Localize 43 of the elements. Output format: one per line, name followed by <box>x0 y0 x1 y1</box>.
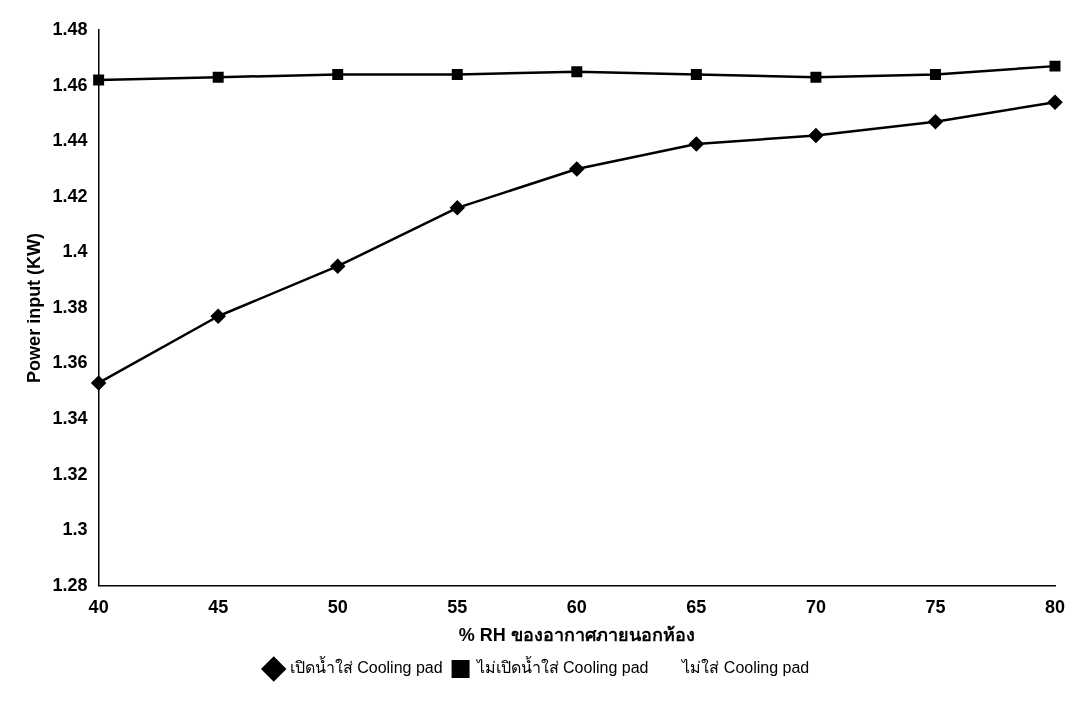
x-tick-label: 50 <box>327 596 348 617</box>
point <box>810 71 822 83</box>
x-tick-label: 70 <box>805 596 826 617</box>
y-tick-label: 1.4 <box>62 241 88 262</box>
x-tick-label: 55 <box>447 596 468 617</box>
point <box>1047 95 1063 110</box>
point <box>690 68 702 80</box>
y-tick-label: 1.38 <box>52 296 88 317</box>
legend-label: ไม่เปิดน้ำใส่ Cooling pad <box>474 656 649 677</box>
y-tick-label: 1.3 <box>62 519 88 540</box>
point <box>93 74 105 86</box>
point <box>808 128 824 143</box>
y-tick-label: 1.34 <box>52 408 88 429</box>
x-tick-label: 45 <box>208 596 229 617</box>
y-tick-label: 1.32 <box>52 463 88 484</box>
point <box>330 258 345 274</box>
y-axis-title: Power input (KW) <box>23 232 44 383</box>
y-tick-label: 1.44 <box>52 130 88 151</box>
y-tick-label: 1.28 <box>52 574 88 595</box>
point <box>451 68 463 80</box>
point <box>571 66 583 78</box>
x-tick-label: 75 <box>925 596 946 617</box>
x-tick-label: 60 <box>566 596 587 617</box>
point <box>1049 60 1061 72</box>
x-tick-label: 80 <box>1044 596 1066 617</box>
y-tick-label: 1.42 <box>52 185 88 206</box>
point <box>332 68 344 80</box>
point <box>689 136 704 152</box>
y-tick-label: 1.46 <box>52 74 88 95</box>
point <box>91 375 106 391</box>
text: ไม่ใส่ Cooling pad <box>680 658 810 677</box>
point <box>450 200 465 216</box>
point <box>928 114 943 129</box>
y-tick-label: 1.48 <box>52 18 88 39</box>
point <box>569 161 585 177</box>
point <box>210 308 226 324</box>
point <box>929 68 941 80</box>
point <box>212 71 224 83</box>
x-tick-label: 65 <box>686 596 707 617</box>
legend-label: เปิดน้ำใส่ Cooling pad <box>289 656 443 677</box>
x-axis-title: % RH ของอากาศภายนอกห้อง <box>458 625 695 646</box>
y-tick-label: 1.36 <box>52 352 88 373</box>
x-tick-label: 40 <box>88 596 109 617</box>
